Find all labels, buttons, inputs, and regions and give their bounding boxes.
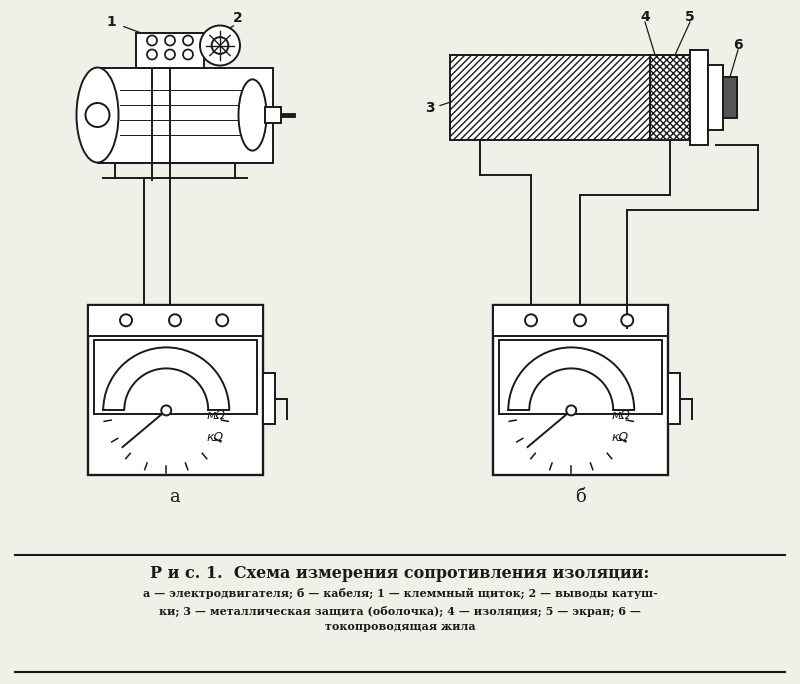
Ellipse shape xyxy=(238,79,266,150)
Circle shape xyxy=(622,315,634,326)
Text: мΩ: мΩ xyxy=(611,409,630,422)
Bar xyxy=(136,33,204,68)
Bar xyxy=(723,77,737,118)
Circle shape xyxy=(86,103,110,127)
Circle shape xyxy=(120,315,132,326)
Text: Р и с. 1.  Схема измерения сопротивления изоляции:: Р и с. 1. Схема измерения сопротивления … xyxy=(150,564,650,581)
Text: а — электродвигателя; б — кабеля; 1 — клеммный щиток; 2 — выводы катуш-: а — электродвигателя; б — кабеля; 1 — кл… xyxy=(142,588,658,598)
Bar xyxy=(450,55,650,140)
Circle shape xyxy=(183,36,193,46)
Text: кΩ: кΩ xyxy=(206,431,223,444)
Bar xyxy=(667,373,680,424)
Bar xyxy=(650,55,690,140)
Bar xyxy=(262,373,274,424)
Text: ки; 3 — металлическая защита (оболочка); 4 — изоляция; 5 — экран; 6 —: ки; 3 — металлическая защита (оболочка);… xyxy=(159,605,641,616)
Text: кΩ: кΩ xyxy=(611,431,629,444)
Circle shape xyxy=(169,315,181,326)
Circle shape xyxy=(165,36,175,46)
Bar xyxy=(493,305,667,475)
Text: б: б xyxy=(574,488,586,506)
Bar xyxy=(450,55,650,140)
Circle shape xyxy=(200,25,240,66)
Circle shape xyxy=(147,49,157,60)
Bar xyxy=(493,305,667,336)
Text: 5: 5 xyxy=(685,10,695,24)
Text: токопроводящая жила: токопроводящая жила xyxy=(325,622,475,633)
Text: 4: 4 xyxy=(640,10,650,24)
Text: мΩ: мΩ xyxy=(206,409,226,422)
Circle shape xyxy=(211,37,229,54)
Text: 2: 2 xyxy=(233,10,243,25)
Circle shape xyxy=(216,315,228,326)
Bar xyxy=(98,68,273,163)
Circle shape xyxy=(165,49,175,60)
Bar xyxy=(498,339,662,415)
Ellipse shape xyxy=(77,68,118,163)
Circle shape xyxy=(574,315,586,326)
Circle shape xyxy=(525,315,537,326)
Bar xyxy=(708,65,723,130)
Bar xyxy=(650,55,690,140)
Bar xyxy=(690,50,708,145)
Bar xyxy=(265,107,281,123)
Text: а: а xyxy=(170,488,180,506)
Text: 6: 6 xyxy=(733,38,743,52)
Text: 1: 1 xyxy=(106,16,116,29)
Text: 3: 3 xyxy=(425,101,435,114)
Circle shape xyxy=(162,406,171,415)
Bar xyxy=(87,305,262,336)
Circle shape xyxy=(147,36,157,46)
Bar xyxy=(94,339,257,415)
Bar xyxy=(87,305,262,475)
Circle shape xyxy=(183,49,193,60)
Circle shape xyxy=(566,406,576,415)
